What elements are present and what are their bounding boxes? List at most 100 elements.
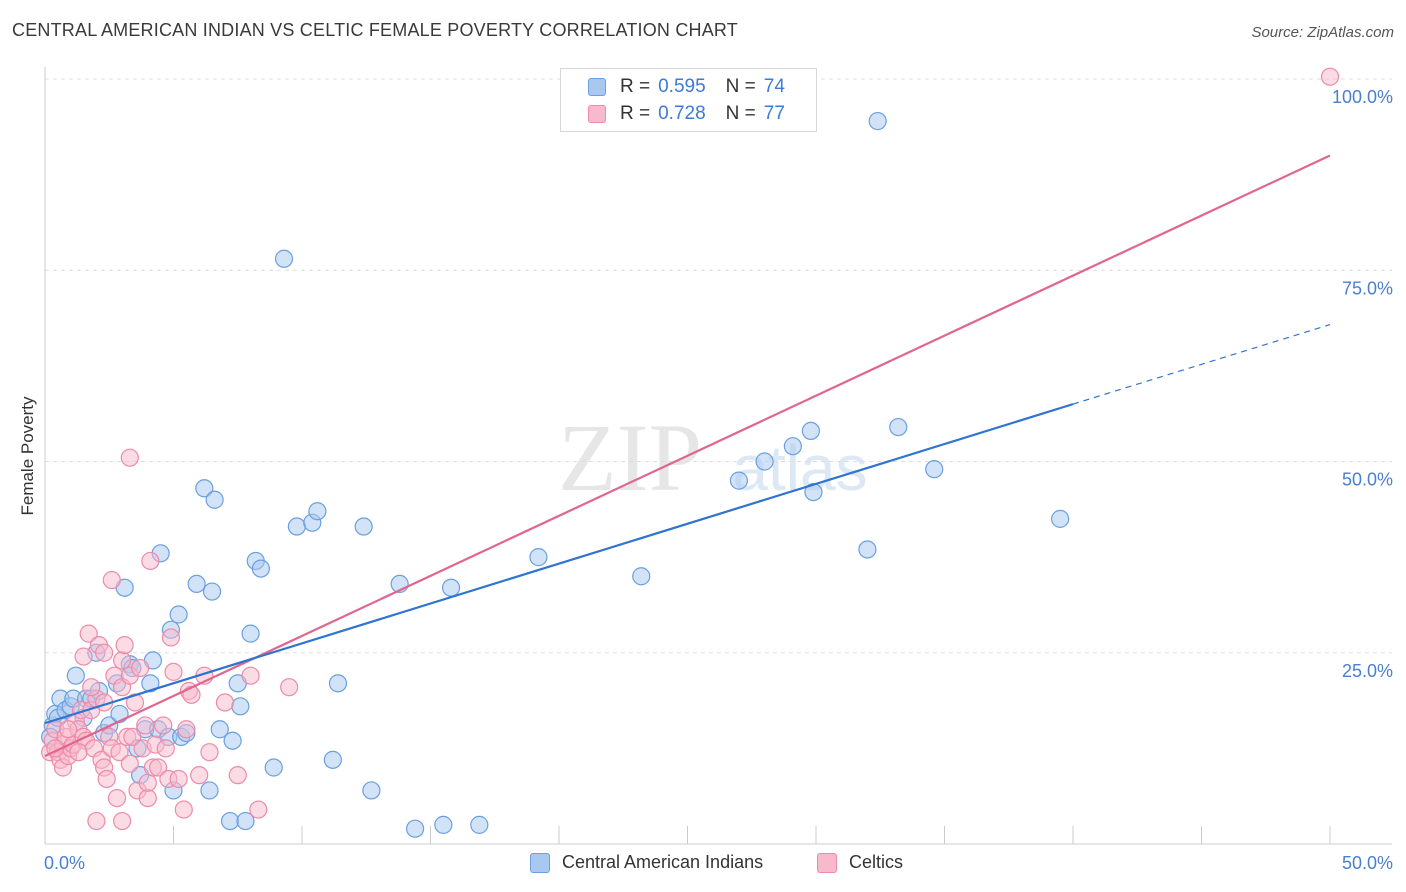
series-central-american-indians bbox=[41, 111, 1070, 838]
legend-n-label: N = bbox=[725, 103, 756, 124]
data-point bbox=[66, 666, 85, 685]
data-point bbox=[308, 502, 327, 521]
data-point bbox=[74, 647, 93, 666]
data-point bbox=[783, 437, 802, 456]
legend-r-value: 0.595 bbox=[658, 76, 706, 97]
data-point bbox=[220, 811, 240, 831]
data-point bbox=[205, 490, 224, 509]
data-point bbox=[79, 624, 98, 643]
data-point bbox=[154, 716, 173, 735]
data-point bbox=[755, 452, 774, 471]
data-point bbox=[434, 815, 453, 834]
data-point bbox=[249, 800, 268, 819]
chart-title: CENTRAL AMERICAN INDIAN VS CELTIC FEMALE… bbox=[12, 20, 739, 40]
data-point bbox=[354, 517, 373, 536]
data-point bbox=[328, 674, 348, 693]
grid-lines bbox=[45, 78, 1392, 654]
data-point bbox=[112, 811, 132, 831]
bottom-legend-swatch-pink bbox=[817, 852, 837, 873]
watermark: ZIP atlas bbox=[558, 404, 868, 511]
data-point bbox=[141, 551, 160, 571]
data-point bbox=[182, 685, 201, 704]
data-point bbox=[174, 800, 193, 819]
trend-extension-central-american-indians bbox=[1072, 323, 1331, 405]
legend-row-pink: R = 0.728 N = 77 bbox=[588, 102, 785, 126]
data-point bbox=[200, 781, 219, 800]
trend-line-celtics bbox=[44, 154, 1331, 758]
legend-r-label: R = bbox=[620, 103, 651, 124]
legend: R = 0.595 N = 74 R = 0.728 N = 77 bbox=[560, 68, 817, 132]
data-point bbox=[362, 781, 381, 800]
data-point bbox=[130, 658, 150, 678]
data-point bbox=[441, 578, 461, 597]
data-point bbox=[470, 815, 489, 834]
y-tick-label: 50.0% bbox=[1342, 470, 1393, 490]
data-point bbox=[251, 559, 270, 578]
data-point bbox=[95, 643, 114, 662]
data-point bbox=[801, 421, 820, 440]
data-point bbox=[125, 693, 145, 712]
watermark-zip: ZIP bbox=[558, 404, 702, 511]
y-tick-label: 100.0% bbox=[1332, 87, 1393, 107]
data-point bbox=[59, 720, 78, 739]
data-point bbox=[405, 819, 425, 838]
trend-lines bbox=[44, 154, 1331, 758]
data-point bbox=[202, 582, 222, 601]
data-point bbox=[123, 727, 142, 747]
data-point bbox=[112, 651, 132, 670]
data-point bbox=[97, 769, 116, 789]
data-point bbox=[161, 628, 181, 647]
data-point bbox=[187, 574, 206, 594]
data-point bbox=[215, 693, 234, 712]
trend-line-central-american-indians bbox=[44, 403, 1074, 725]
data-point bbox=[223, 731, 242, 750]
data-point bbox=[200, 743, 219, 762]
data-point bbox=[858, 540, 877, 559]
y-tick-label: 75.0% bbox=[1342, 278, 1393, 298]
data-point bbox=[164, 662, 183, 681]
data-point bbox=[323, 750, 342, 769]
data-point bbox=[889, 417, 908, 437]
data-point bbox=[241, 666, 260, 685]
bottom-legend-blue: Central American Indians bbox=[530, 852, 763, 873]
data-point bbox=[169, 605, 188, 624]
data-point bbox=[82, 678, 101, 697]
data-point bbox=[241, 624, 260, 643]
data-point bbox=[190, 766, 209, 785]
legend-swatch-blue bbox=[588, 78, 606, 96]
data-point bbox=[177, 720, 196, 739]
legend-r-label: R = bbox=[620, 76, 651, 97]
data-point bbox=[110, 743, 129, 762]
data-point bbox=[148, 758, 168, 777]
data-point bbox=[195, 479, 214, 498]
data-point bbox=[138, 773, 157, 792]
data-point bbox=[69, 743, 88, 762]
data-point bbox=[729, 471, 749, 490]
legend-r-value: 0.728 bbox=[658, 103, 706, 124]
data-point bbox=[120, 754, 139, 773]
data-point bbox=[110, 704, 129, 724]
x-tick-label: 50.0% bbox=[1342, 853, 1393, 873]
bottom-legend-label-pink: Celtics bbox=[849, 852, 904, 872]
axes bbox=[44, 67, 1392, 845]
data-point bbox=[210, 720, 229, 739]
data-point bbox=[632, 567, 651, 586]
data-point bbox=[156, 739, 175, 758]
legend-swatch-pink bbox=[588, 105, 606, 123]
data-point bbox=[274, 249, 294, 268]
bottom-legend-swatch-blue bbox=[530, 852, 550, 873]
legend-n-label: N = bbox=[725, 76, 756, 97]
data-point bbox=[264, 758, 283, 777]
data-point bbox=[87, 811, 106, 831]
data-point bbox=[925, 460, 944, 479]
data-point bbox=[136, 716, 155, 735]
data-point bbox=[169, 769, 188, 789]
data-point bbox=[280, 678, 299, 697]
legend-n-value: 74 bbox=[763, 76, 785, 97]
x-tick-label: 0.0% bbox=[44, 853, 85, 873]
data-point bbox=[228, 766, 247, 785]
data-point bbox=[115, 635, 134, 655]
data-point bbox=[868, 111, 887, 131]
data-point bbox=[529, 548, 548, 567]
